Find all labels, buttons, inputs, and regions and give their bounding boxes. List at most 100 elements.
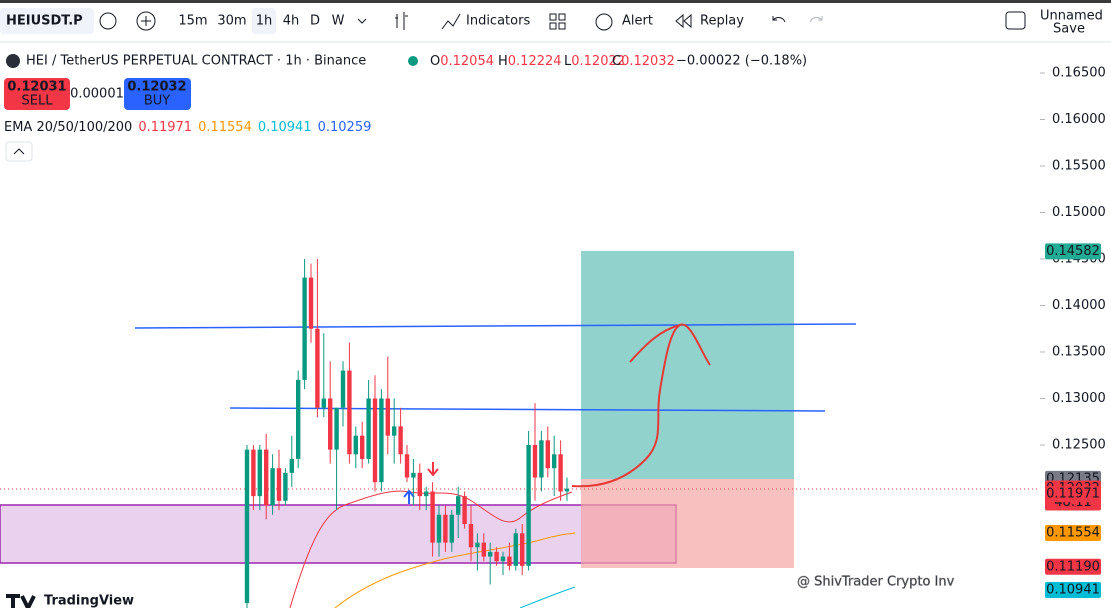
candle-body	[449, 514, 454, 543]
redo-icon[interactable]	[809, 16, 823, 23]
interval[interactable]: 1h	[256, 14, 273, 29]
ema-50-line	[334, 532, 576, 608]
ema-value: 0.11554	[198, 120, 252, 135]
add-icon[interactable]	[136, 11, 156, 31]
indicators-icon[interactable]	[441, 13, 461, 30]
candle-body	[257, 449, 262, 497]
candle-body	[564, 488, 570, 492]
ohlc-value: L0.12022	[564, 54, 625, 69]
candle-body	[270, 468, 275, 506]
demand-zone	[0, 504, 677, 564]
layout-name[interactable]: Unnamed	[1040, 9, 1103, 24]
y-tick-label: 0.13500	[1052, 344, 1106, 359]
symbol-box[interactable]	[0, 8, 94, 34]
drawings	[0, 251, 857, 608]
candle-body	[424, 491, 429, 497]
alert-button[interactable]: Alert	[622, 14, 653, 29]
chart-type-icon[interactable]	[395, 12, 408, 30]
sell-price: 0.12031	[7, 80, 66, 95]
candle-body	[398, 426, 403, 455]
compare-icon[interactable]	[99, 12, 117, 30]
candle-body	[417, 472, 422, 497]
sell-arrow	[427, 462, 439, 477]
sell-button[interactable]	[4, 78, 70, 110]
candle-body	[379, 398, 384, 483]
y-tick-label: 0.15500	[1052, 158, 1106, 173]
interval[interactable]: 30m	[217, 14, 246, 29]
y-tick-label: 0.16500	[1052, 65, 1106, 80]
buy-label: BUY	[144, 94, 170, 109]
sell-label: SELL	[22, 94, 54, 109]
ema-value: 0.11971	[138, 120, 192, 135]
undo-icon[interactable]	[772, 16, 786, 23]
target-zone	[581, 251, 794, 479]
replay-icon[interactable]	[675, 13, 692, 29]
ema-100-line	[519, 586, 576, 608]
save-button[interactable]: Save	[1053, 22, 1085, 37]
freehand-arrow	[571, 323, 711, 488]
y-tick-label: 0.13000	[1052, 391, 1106, 406]
candle-body	[468, 524, 474, 548]
interval-dropdown[interactable]	[357, 18, 367, 24]
ema-label: EMA 20/50/100/200	[4, 120, 132, 135]
alert-icon[interactable]	[595, 13, 613, 31]
change: −0.00022 (−0.18%)	[676, 54, 807, 69]
candle-body	[308, 277, 314, 329]
candle-body	[360, 435, 365, 459]
candle-body	[507, 556, 512, 566]
price-badge	[1045, 524, 1101, 541]
candle-body	[283, 472, 288, 501]
symbol-logo	[6, 54, 20, 68]
buy-button[interactable]	[124, 78, 191, 110]
symbol-title: HEI / TetherUS PERPETUAL CONTRACT · 1h ·…	[26, 54, 366, 69]
candle-body	[494, 551, 499, 562]
ema-legend: EMA 20/50/100/200 0.11971 0.11554 0.10941 0.…	[4, 120, 371, 135]
candle-body	[558, 454, 563, 492]
price-badge-label: 0.11971	[1046, 487, 1100, 502]
candle-body	[372, 398, 378, 483]
indicators-button[interactable]: Indicators	[466, 14, 530, 29]
candle-body	[545, 440, 550, 469]
interval[interactable]: D	[310, 14, 320, 29]
candle-body	[334, 407, 339, 450]
ohlc-number: 0.12022	[571, 54, 625, 69]
ohlc-number: 0.12032	[621, 54, 675, 69]
candle-body	[481, 542, 486, 557]
candle-body	[488, 551, 493, 557]
y-tick-label: 0.12500	[1052, 437, 1106, 452]
stop-zone	[581, 479, 794, 568]
add-icon-plus	[141, 16, 151, 26]
layouts-icon[interactable]	[549, 13, 566, 30]
layout-icon[interactable]	[1005, 11, 1026, 30]
ohlc-number: 0.12224	[508, 54, 562, 69]
candle-body	[315, 328, 320, 408]
candle-body	[532, 444, 538, 478]
candle-body	[404, 454, 410, 478]
watermark: @ ShivTrader Crypto Inv	[797, 575, 955, 590]
candle-body	[436, 514, 442, 543]
price-badge-label: 0.11190	[1046, 559, 1100, 574]
brand-logo	[6, 594, 36, 612]
candle-body	[520, 533, 525, 566]
replay-button[interactable]: Replay	[700, 14, 744, 29]
spread: 0.00001	[70, 87, 124, 102]
symbol[interactable]: HEIUSDT.P	[6, 14, 83, 29]
candle-body	[276, 468, 282, 501]
price-badge-label: 0.11554	[1046, 525, 1100, 540]
candle-body	[264, 449, 269, 506]
ohlc-label: O	[430, 54, 440, 69]
interval[interactable]: 4h	[283, 14, 300, 29]
collapse-icon	[13, 148, 25, 155]
candle-body	[328, 398, 333, 450]
interval[interactable]: W	[332, 14, 345, 29]
y-tick-label: 0.15000	[1052, 205, 1106, 220]
candle-body	[366, 398, 371, 459]
candle-body	[513, 533, 518, 566]
candle-body	[251, 449, 256, 497]
ohlc-number: 0.12054	[440, 54, 494, 69]
interval[interactable]: 15m	[178, 14, 207, 29]
collapse-button[interactable]	[5, 141, 33, 162]
ohlc-label: H	[498, 54, 508, 69]
candle-body	[385, 398, 390, 436]
